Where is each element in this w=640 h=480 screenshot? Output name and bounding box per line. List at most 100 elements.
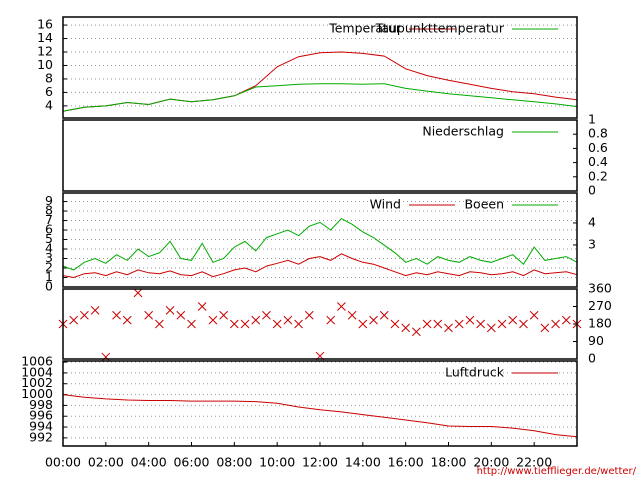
y-tick-label: 180 (588, 316, 612, 331)
x-marker (187, 319, 196, 329)
y-tick-label: 2 (45, 260, 53, 275)
x-tick-label: 14:00 (345, 455, 381, 470)
y-tick-label: 3 (45, 250, 53, 265)
x-marker (283, 315, 293, 325)
y-tick-label: 4 (45, 97, 53, 112)
x-tick-label: 00:00 (45, 455, 81, 470)
x-marker (155, 319, 164, 329)
x-marker (433, 319, 443, 329)
x-marker (101, 352, 111, 362)
x-marker (561, 315, 571, 325)
panel-frame (62, 360, 578, 447)
y-tick-label: 0.2 (588, 168, 608, 183)
y-tick-label: 0.4 (588, 154, 608, 169)
y-tick-label: 0 (45, 279, 53, 294)
x-marker (444, 323, 453, 333)
x-tick-label: 16:00 (388, 455, 424, 470)
y-tick-label: 14 (37, 30, 53, 45)
legend-label: Boeen (464, 197, 504, 212)
x-marker (208, 315, 218, 325)
y-tick-label: 1000 (21, 386, 53, 401)
panel-frame (62, 119, 578, 192)
legend-label: Niederschlag (422, 124, 504, 139)
data-line (62, 83, 578, 112)
x-marker (358, 319, 368, 329)
x-marker (337, 302, 346, 311)
y-tick-label: 1 (45, 269, 53, 284)
y-tick-label: 4 (45, 241, 53, 256)
x-marker (240, 319, 250, 329)
x-marker (197, 302, 207, 311)
x-marker (122, 315, 132, 325)
x-marker (144, 310, 154, 320)
x-tick-label: 04:00 (131, 455, 167, 470)
x-marker (272, 319, 282, 329)
y-tick-label: 0 (588, 351, 596, 366)
y-tick-label: 1006 (21, 354, 53, 369)
y-tick-label: 1004 (21, 364, 53, 379)
x-marker (69, 315, 79, 325)
y-tick-label: 90 (588, 333, 604, 348)
y2-tick-label: 3 (588, 236, 596, 251)
x-tick-label: 08:00 (216, 455, 252, 470)
footer-url: http://www.tiefflieger.de/wetter/ (477, 466, 637, 477)
x-marker (219, 310, 228, 320)
data-line (62, 394, 578, 438)
x-marker (262, 310, 271, 320)
y-tick-label: 16 (37, 17, 53, 32)
y-tick-label: 0.6 (588, 140, 608, 155)
x-marker (90, 306, 100, 315)
x-tick-label: 22:00 (516, 455, 552, 470)
x-marker (454, 319, 464, 329)
x-marker (176, 310, 186, 320)
data-line (62, 217, 578, 271)
y-tick-label: 5 (45, 231, 53, 246)
y-tick-label: 8 (45, 203, 53, 218)
x-marker (304, 310, 314, 320)
y-tick-label: 7 (45, 212, 53, 227)
panel-frame (62, 192, 578, 288)
x-marker (390, 319, 400, 329)
x-marker (465, 315, 475, 325)
x-tick-label: 06:00 (173, 455, 209, 470)
x-marker (540, 323, 550, 333)
y-tick-label: 12 (37, 44, 53, 59)
x-marker (486, 323, 496, 333)
x-marker (379, 310, 389, 320)
y-tick-label: 360 (588, 281, 612, 296)
panel-frame (62, 288, 578, 360)
x-tick-label: 12:00 (302, 455, 338, 470)
x-marker (412, 327, 421, 337)
legend-label: Wind (370, 197, 401, 212)
x-marker (112, 310, 121, 320)
x-marker (229, 319, 239, 329)
y-tick-label: 10 (37, 57, 53, 72)
y-tick-label: 6 (45, 222, 53, 237)
legend-label: Temperatur (328, 21, 402, 36)
x-marker (401, 323, 411, 333)
x-marker (80, 310, 89, 320)
x-marker (497, 319, 507, 329)
x-marker (422, 319, 432, 329)
x-marker (347, 310, 357, 320)
y-tick-label: 8 (45, 70, 53, 85)
y-tick-label: 998 (29, 397, 53, 412)
y-tick-label: 994 (29, 419, 53, 434)
x-marker (519, 319, 528, 329)
legend-label: Luftdruck (445, 365, 505, 380)
x-marker (326, 315, 336, 325)
x-marker (508, 315, 518, 325)
y-tick-label: 6 (45, 84, 53, 99)
x-tick-label: 02:00 (88, 455, 124, 470)
x-marker (294, 319, 303, 329)
y-tick-label: 0.8 (588, 126, 608, 141)
y-tick-label: 1 (588, 112, 596, 127)
x-marker (165, 306, 175, 315)
data-line (62, 51, 578, 112)
x-tick-label: 10:00 (259, 455, 295, 470)
y-tick-label: 0 (588, 183, 596, 198)
data-line (62, 253, 578, 279)
legend-label: Taupunkttemperatur (375, 21, 505, 36)
x-marker (551, 319, 560, 329)
